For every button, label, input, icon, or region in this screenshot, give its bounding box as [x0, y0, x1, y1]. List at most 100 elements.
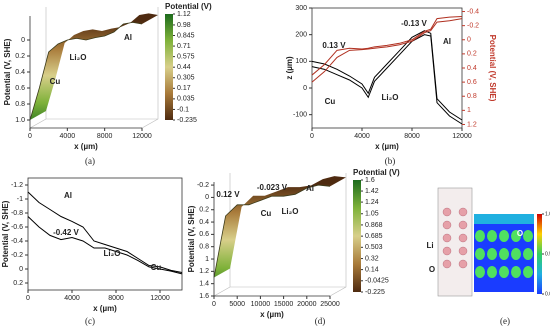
- y-tick-label: 0.2: [199, 207, 209, 214]
- colorbar-tick-label: 0.868: [365, 222, 383, 229]
- y-tick-label: 1: [205, 256, 209, 263]
- annotation: Cu: [261, 209, 272, 218]
- colorbar-tick-label: 0.845: [177, 32, 195, 39]
- y-tick-label: -0.2: [197, 182, 209, 189]
- x-tick-label: 4000: [60, 133, 76, 140]
- y-tick-label: 0.8: [15, 101, 25, 108]
- y-tick-label: -0.2: [11, 252, 23, 259]
- x-tick-label: 4000: [64, 295, 80, 302]
- panel-label: (d): [315, 316, 326, 326]
- heatmap-spot: [523, 248, 533, 260]
- y-tick-label: 0.4: [15, 69, 25, 76]
- colorbar-tick-label: 0.17: [177, 85, 191, 92]
- colorbar-title: Potential (V): [165, 2, 212, 11]
- x-tick-label: 8000: [404, 133, 420, 140]
- y-tick-label: 0.6: [199, 231, 209, 238]
- x-tick-label: 4000: [354, 133, 370, 140]
- heatmap-spot: [511, 230, 521, 242]
- colorbar-tick-label: 0.685: [365, 233, 383, 240]
- atom: [442, 246, 452, 256]
- x-tick-label: 5000: [229, 301, 245, 308]
- colorbar-tick-label: 0.575: [177, 53, 195, 60]
- x-tick-label: 8000: [108, 295, 124, 302]
- y-tick-label: 300: [295, 5, 307, 12]
- y-tick-label: -0.4: [11, 238, 23, 245]
- atom: [442, 220, 452, 230]
- colorbar-tick-label: 0.503: [365, 244, 383, 251]
- colorbar-tick-label: 0.14: [365, 266, 379, 273]
- y-tick-label: -0.8: [11, 210, 23, 217]
- y2-tick-label: -0.2: [467, 22, 479, 29]
- y2-tick-label: -0.4: [467, 8, 479, 15]
- panel-label: (e): [500, 316, 510, 326]
- annotation: Li₂O: [282, 207, 299, 216]
- colorbar-tick-label: -0.225: [365, 289, 385, 296]
- heatmap-spot: [499, 266, 509, 278]
- x-tick-label: 20000: [297, 301, 317, 308]
- y2-tick-label: 0: [467, 37, 471, 44]
- heatmap-spot: [475, 230, 485, 242]
- y-tick-label: 0: [205, 194, 209, 201]
- x-tick-label: 10000: [251, 301, 271, 308]
- atom-label: O: [429, 265, 435, 274]
- y2-axis-label: Potential (V, SHE): [488, 35, 497, 102]
- annotation: Cu: [50, 77, 61, 86]
- surface-fill: [30, 13, 158, 120]
- colorbar: [353, 180, 361, 292]
- y-axis-label: Potential (V, SHE): [3, 38, 12, 105]
- y-axis-label: Potential (V, SHE): [187, 205, 196, 272]
- heatmap-spot: [475, 266, 485, 278]
- colorbar-tick-label: 0.035: [177, 96, 195, 103]
- y-tick-label: -1: [17, 196, 23, 203]
- atom-label: O: [517, 229, 523, 238]
- atom: [458, 220, 468, 230]
- y-axis-label: Potential (V, SHE): [1, 200, 10, 267]
- heatmap-spot: [487, 248, 497, 260]
- y-tick-label: 1.6: [199, 293, 209, 300]
- colorbar-title: Potential (V): [353, 168, 400, 177]
- annotation: Al: [306, 184, 314, 193]
- colorbar-tick-label: 1.05: [365, 211, 379, 218]
- colorbar-tick-label: 0.98: [177, 22, 191, 29]
- y-tick-label: 1.0: [15, 117, 25, 124]
- x-tick-label: 0: [212, 301, 216, 308]
- colorbar-tick-label: 0.44: [177, 64, 191, 71]
- series-line: [27, 216, 183, 275]
- colorbar-tick-label: 0.71: [177, 43, 191, 50]
- colorbar: [165, 14, 173, 120]
- profile-line: [29, 21, 143, 121]
- heatmap-spot: [511, 266, 521, 278]
- heatmap-spot: [487, 230, 497, 242]
- x-tick-label: 0: [310, 133, 314, 140]
- colorbar-tick-label: 1.12: [177, 11, 191, 18]
- colorbar-tick-label: 0.305: [177, 75, 195, 82]
- panel-label: (c): [85, 316, 95, 326]
- colorbar-tick-label: 0.5: [545, 251, 550, 257]
- x-axis-label: x (µm): [375, 142, 399, 151]
- y-tick-label: 0: [19, 266, 23, 273]
- y-tick-label: 0.6: [15, 85, 25, 92]
- y-tick-label: 0.2: [15, 53, 25, 60]
- panel-label: (b): [385, 156, 396, 166]
- x-axis-label: x (µm): [93, 304, 117, 313]
- surface-fill: [214, 176, 346, 278]
- x-tick-label: 0: [28, 133, 32, 140]
- annotation: 0.12 V: [216, 190, 240, 199]
- y-tick-label: 0: [21, 37, 25, 44]
- x-tick-label: 8000: [97, 133, 113, 140]
- heatmap-spot: [523, 266, 533, 278]
- heatmap-spot: [499, 230, 509, 242]
- atom: [442, 233, 452, 243]
- atom: [442, 259, 452, 269]
- colorbar-tick-label: 0.0: [545, 291, 550, 297]
- colorbar-tick-label: -0.0425: [365, 278, 389, 285]
- y-tick-label: 0: [303, 85, 307, 92]
- y-tick-label: 1.2: [199, 268, 209, 275]
- colorbar-tick-label: 1.42: [365, 188, 379, 195]
- annotation: 0.13 V: [322, 41, 346, 50]
- colorbar-tick-label: -0.1: [177, 106, 189, 113]
- y-tick-label: -1.2: [11, 182, 23, 189]
- atom: [458, 259, 468, 269]
- colorbar: [537, 214, 542, 294]
